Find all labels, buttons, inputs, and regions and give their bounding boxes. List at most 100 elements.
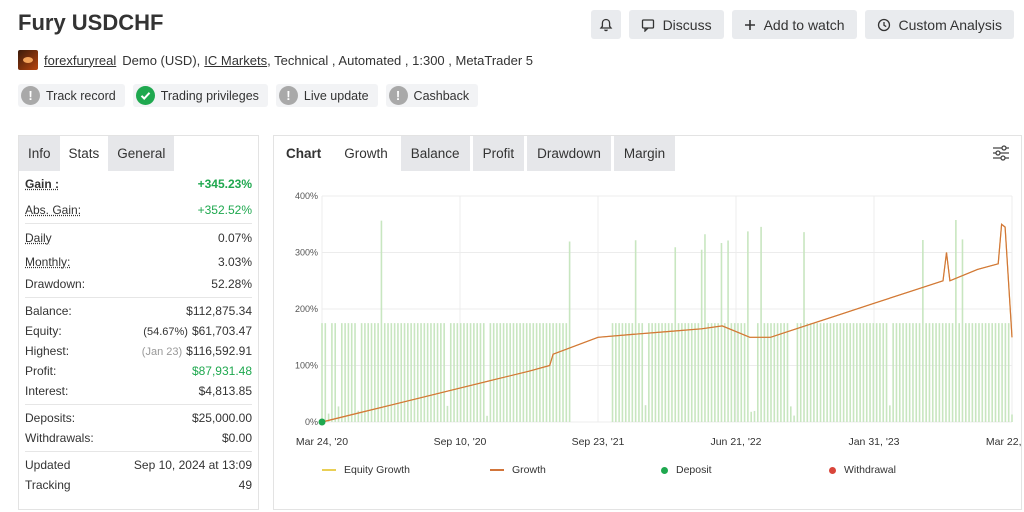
- legend-label: Deposit: [676, 464, 712, 476]
- clock-icon: [877, 18, 890, 31]
- y-tick-label: 200%: [295, 304, 318, 314]
- monthly-label: Monthly:: [25, 255, 71, 269]
- exclamation-icon: !: [278, 86, 298, 105]
- badge-live-update[interactable]: ! Live update: [275, 84, 378, 107]
- x-tick-label: Sep 10, '20: [434, 436, 487, 448]
- legend-label: Equity Growth: [344, 464, 410, 476]
- user-link[interactable]: forexfuryreal: [44, 52, 117, 68]
- gain-label: Gain :: [25, 177, 60, 191]
- tab-profit[interactable]: Profit: [472, 136, 525, 171]
- tab-growth[interactable]: Growth: [344, 146, 388, 161]
- chart-tabs: Chart Growth Balance Profit Drawdown Mar…: [274, 136, 1021, 171]
- y-tick-label: 400%: [295, 191, 318, 201]
- legend-equity-growth[interactable]: Equity Growth: [322, 464, 410, 476]
- x-tick-label: Jan 31, '23: [848, 436, 899, 448]
- x-tick-label: Jun 21, '22: [710, 436, 761, 448]
- legend-line: [322, 469, 336, 471]
- verification-badges: ! Track record Trading privileges ! Live u…: [18, 84, 479, 107]
- badge-cashback[interactable]: ! Cashback: [385, 84, 479, 107]
- withdrawals-value: $0.00: [221, 431, 252, 445]
- legend-line: [490, 469, 504, 471]
- user-avatar: [18, 50, 38, 70]
- legend-dot: [829, 466, 836, 474]
- badge-trading-privileges[interactable]: Trading privileges: [132, 84, 268, 107]
- chat-icon: [641, 18, 654, 32]
- account-type: Demo (USD),: [122, 52, 201, 68]
- tab-info[interactable]: Info: [19, 136, 60, 171]
- growth-line: [321, 223, 1013, 423]
- tab-stats[interactable]: Stats: [68, 146, 100, 161]
- tab-margin[interactable]: Margin: [613, 136, 676, 171]
- plus-icon: [744, 19, 755, 30]
- custom-analysis-button[interactable]: Custom Analysis: [864, 10, 1014, 39]
- discuss-button[interactable]: Discuss: [628, 10, 724, 39]
- abs-gain-label: Abs. Gain:: [25, 203, 82, 217]
- badge-label: Track record: [46, 88, 116, 103]
- tab-chart: Chart: [286, 146, 322, 161]
- abs-gain-value: +352.52%: [197, 203, 252, 217]
- updated-label: Updated: [25, 458, 71, 472]
- monthly-value: 3.03%: [217, 255, 252, 269]
- daily-value: 0.07%: [217, 231, 252, 245]
- y-tick-label: 100%: [295, 361, 318, 371]
- discuss-label: Discuss: [662, 16, 712, 33]
- tab-drawdown[interactable]: Drawdown: [527, 136, 611, 171]
- notification-button[interactable]: [590, 10, 621, 39]
- deposit-marker: [318, 418, 326, 426]
- equity-growth-line: [321, 223, 1013, 423]
- profit-label: Profit:: [25, 364, 57, 378]
- badge-label: Live update: [303, 88, 369, 103]
- sliders-icon: [993, 145, 1009, 161]
- stats-panel: Info Stats General Gain : +345.23% Abs. G…: [18, 135, 259, 510]
- profit-value: $87,931.48: [191, 364, 252, 378]
- legend-dot: [661, 466, 668, 474]
- equity-percent: (54.67%): [143, 326, 188, 338]
- exclamation-icon: !: [388, 86, 408, 105]
- x-tick-label: Mar 24, '20: [296, 436, 348, 448]
- legend-label: Withdrawal: [844, 464, 896, 476]
- updated-value: Sep 10, 2024 at 13:09: [133, 458, 252, 472]
- badge-track-record[interactable]: ! Track record: [18, 84, 125, 107]
- chart-panel: Chart Growth Balance Profit Drawdown Mar…: [273, 135, 1022, 510]
- check-icon: [135, 86, 155, 105]
- growth-chart[interactable]: 0% 100% 200% 300% 400% Mar 24, '20 Sep 10, '20…: [274, 171, 1021, 461]
- broker-link[interactable]: IC Markets: [204, 52, 268, 68]
- tracking-value: 49: [238, 478, 252, 492]
- chart-legend: Equity Growth Growth Deposit Withdrawal: [274, 464, 1023, 484]
- deposits-label: Deposits:: [25, 411, 76, 425]
- interest-value: $4,813.85: [198, 384, 252, 398]
- daily-label: Daily: [25, 231, 52, 245]
- custom-analysis-label: Custom Analysis: [898, 16, 1002, 33]
- highest-value: $116,592.91: [186, 344, 252, 358]
- tab-general[interactable]: General: [108, 136, 175, 171]
- header-actions: Discuss Add to watch Custom Analysis: [590, 10, 1014, 39]
- legend-label: Growth: [512, 464, 546, 476]
- equity-label: Equity:: [25, 324, 62, 338]
- y-tick-label: 0%: [305, 417, 318, 427]
- tab-balance[interactable]: Balance: [400, 136, 470, 171]
- tracking-label: Tracking: [25, 478, 71, 492]
- badge-label: Cashback: [413, 88, 470, 103]
- interest-label: Interest:: [25, 384, 69, 398]
- account-info: forexfuryreal Demo (USD), IC Markets , T…: [18, 50, 533, 70]
- legend-growth[interactable]: Growth: [490, 464, 546, 476]
- highest-date: (Jan 23): [141, 346, 183, 358]
- add-to-watch-button[interactable]: Add to watch: [731, 10, 857, 39]
- page-title: Fury USDCHF: [18, 10, 164, 35]
- legend-withdrawal[interactable]: Withdrawal: [829, 464, 896, 476]
- drawdown-label: Drawdown:: [25, 277, 86, 291]
- chart-settings-button[interactable]: [991, 143, 1011, 168]
- balance-value: $112,875.34: [186, 304, 252, 318]
- legend-deposit[interactable]: Deposit: [661, 464, 712, 476]
- deposits-value: $25,000.00: [191, 411, 252, 425]
- x-tick-label: Sep 23, '21: [572, 436, 625, 448]
- gain-value: +345.23%: [197, 177, 252, 191]
- exclamation-icon: !: [21, 86, 40, 105]
- x-tick-label: Mar 22, '24: [986, 436, 1021, 448]
- add-to-watch-label: Add to watch: [763, 16, 845, 33]
- balance-label: Balance:: [25, 304, 72, 318]
- highest-label: Highest:: [25, 344, 70, 358]
- badge-label: Trading privileges: [160, 88, 259, 103]
- bell-icon: [599, 18, 612, 31]
- account-details: , Technical , Automated , 1:300 , MetaTr…: [267, 52, 534, 68]
